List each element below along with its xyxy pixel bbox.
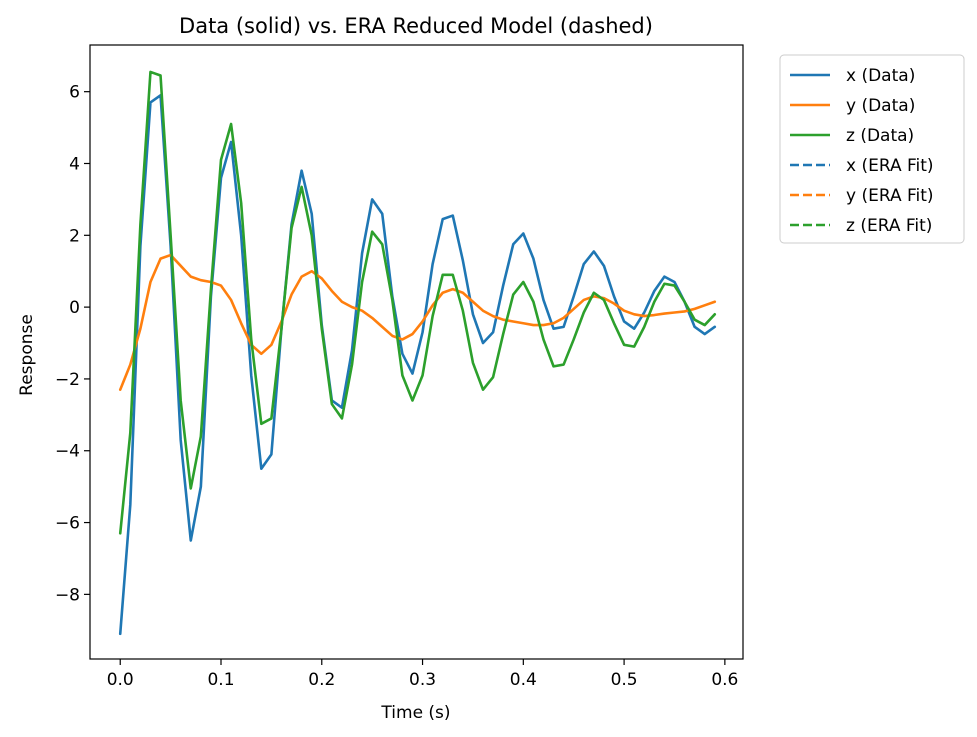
y-tick-label: 6 [69,83,80,103]
legend-label: z (Data) [846,126,914,146]
series-line-z-data [118,70,717,535]
legend-label: x (Data) [846,66,915,86]
legend: x (Data) y (Data) z (Data) x (ERA Fit) y (ER… [779,54,965,244]
y-tick-label: −6 [55,514,80,534]
x-axis: 0.0 0.1 0.2 0.3 0.4 0.5 0.6 [107,659,738,690]
y-tick-label: 0 [69,298,80,318]
legend-label: z (ERA Fit) [846,216,932,236]
x-tick-label: 0.4 [510,670,537,690]
chart-title: Data (solid) vs. ERA Reduced Model (dash… [179,14,653,38]
legend-label: y (ERA Fit) [846,186,934,206]
plot-frame [89,44,744,660]
x-tick-label: 0.2 [308,670,335,690]
legend-box [779,54,965,244]
x-tick-label: 0.1 [207,670,234,690]
y-axis: −8 −6 −4 −2 0 2 4 6 [55,83,90,605]
legend-label: x (ERA Fit) [846,156,934,176]
y-tick-label: −8 [55,585,80,605]
y-tick-label: 4 [69,154,80,174]
x-tick-label: 0.5 [611,670,638,690]
series-line-y-data [118,253,717,392]
legend-label: y (Data) [846,96,915,116]
y-tick-label: −4 [55,442,80,462]
x-tick-label: 0.6 [711,670,738,690]
y-tick-label: −2 [55,370,80,390]
x-tick-label: 0.0 [107,670,134,690]
y-tick-label: 2 [69,226,80,246]
y-axis-label: Response [17,314,37,396]
x-tick-label: 0.3 [409,670,436,690]
plot-area [118,70,717,636]
x-axis-label: Time (s) [380,703,450,723]
